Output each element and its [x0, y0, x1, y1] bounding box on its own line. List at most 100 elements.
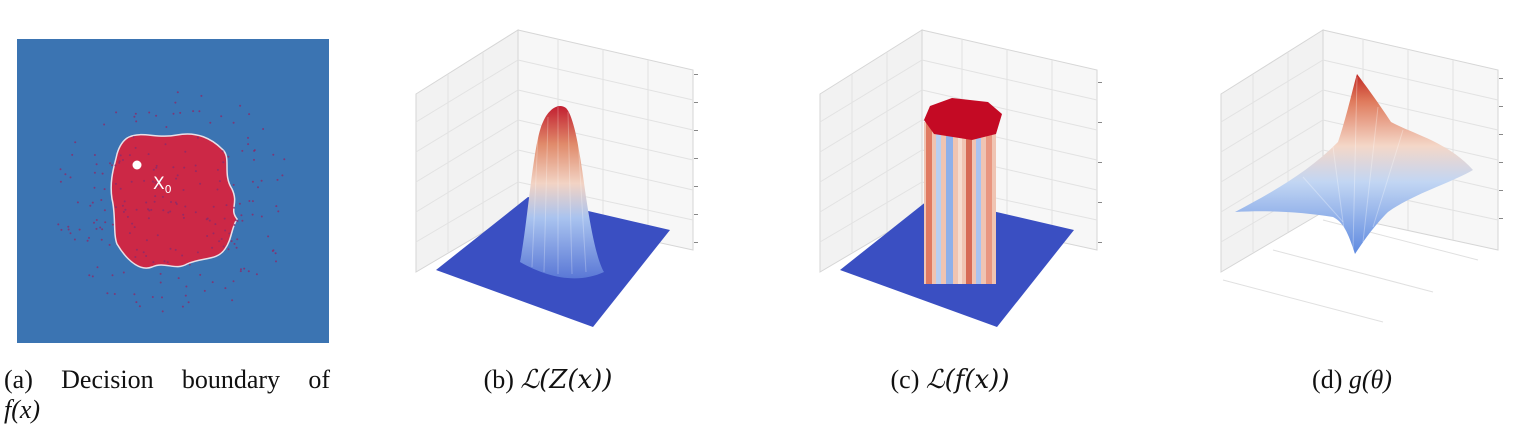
sample-dot: [211, 281, 214, 284]
sample-dot: [99, 226, 102, 229]
sample-dot: [170, 201, 172, 203]
sample-dot: [163, 260, 166, 263]
surface-pillar: [924, 122, 996, 284]
sample-dot: [223, 217, 226, 220]
caption-a-word-1: Decision: [61, 365, 154, 394]
sample-dot: [155, 114, 158, 117]
sample-dot: [93, 221, 95, 224]
sample-dot: [248, 200, 251, 202]
sample-dot: [111, 274, 114, 277]
sample-dot: [272, 153, 275, 156]
sample-dot: [150, 208, 153, 211]
z-axis-ticks: [1499, 78, 1503, 219]
sample-dot: [132, 136, 135, 139]
sample-dot: [187, 301, 190, 304]
surface-top: [924, 98, 1002, 140]
sample-dot: [253, 149, 256, 152]
sample-dot: [224, 229, 227, 232]
caption-d-math: g(θ): [1348, 365, 1392, 394]
sample-dot: [145, 239, 148, 242]
sample-dot: [118, 161, 121, 164]
sample-dot: [182, 213, 185, 216]
caption-a-word-2: boundary: [181, 365, 281, 394]
sample-dot: [71, 153, 74, 156]
sample-dot: [247, 143, 250, 146]
sample-dot: [206, 235, 209, 237]
sample-dot: [225, 204, 228, 207]
sample-dot: [238, 202, 241, 205]
sample-dot: [234, 219, 237, 222]
sample-dot: [236, 220, 239, 222]
sample-dot: [145, 255, 148, 257]
sample-dot: [145, 201, 148, 204]
sample-dot: [126, 215, 129, 218]
sample-dot: [216, 168, 219, 171]
sample-dot: [283, 158, 286, 161]
sample-dot: [221, 150, 224, 153]
sample-dot: [155, 164, 158, 167]
sample-dot: [91, 275, 94, 278]
sample-dot: [188, 263, 191, 266]
sample-dot: [95, 163, 98, 166]
sample-dot: [57, 223, 60, 226]
sample-dot: [113, 293, 116, 295]
sample-dot: [253, 158, 255, 161]
sample-dot: [277, 210, 280, 213]
sample-dot: [276, 178, 279, 181]
surface-sheet: [1235, 74, 1473, 254]
sample-dot: [183, 166, 186, 169]
sample-dot: [59, 180, 62, 183]
sample-dot: [131, 222, 134, 225]
sample-dot: [91, 201, 94, 204]
sample-dot: [133, 115, 136, 118]
sample-dot: [228, 232, 231, 235]
sample-dot: [93, 154, 96, 156]
sample-dot: [233, 206, 235, 209]
sample-dot: [138, 305, 141, 308]
sample-dot: [175, 203, 178, 205]
sample-dot: [267, 235, 270, 238]
sample-dot: [179, 111, 182, 114]
sample-dot: [230, 240, 233, 243]
sample-dot: [218, 180, 221, 183]
sample-dot: [200, 94, 203, 97]
surface-ridges: [1302, 76, 1404, 251]
caption-b-math: ℒ(Z(x)): [520, 365, 613, 395]
sample-dot: [281, 174, 284, 177]
decision-boundary-plot: X0: [17, 39, 329, 343]
panel-a-decision-boundary: X0: [17, 39, 329, 343]
sample-dot: [275, 260, 277, 263]
sample-dot: [111, 164, 113, 167]
sample-dot: [194, 211, 197, 214]
sample-dot: [236, 238, 239, 241]
x0-point: [132, 160, 142, 170]
sample-dot: [93, 186, 96, 189]
sample-dot: [255, 273, 258, 276]
sample-dot: [128, 232, 131, 235]
sample-dot: [123, 200, 126, 203]
sample-dot: [218, 240, 221, 243]
sample-dot: [153, 200, 156, 203]
sample-dot: [194, 164, 197, 167]
sample-dot: [176, 91, 179, 94]
sample-dot: [257, 186, 259, 189]
sample-dot: [121, 204, 124, 207]
sample-dot: [101, 228, 104, 231]
sample-dots: [57, 91, 286, 313]
caption-c-prefix: (c): [890, 365, 920, 394]
sample-dot: [103, 209, 106, 212]
sample-dot: [88, 274, 91, 277]
sample-dot: [239, 270, 242, 273]
sample-dot: [222, 245, 225, 248]
sample-dot: [152, 180, 154, 183]
sample-dot: [109, 162, 111, 165]
z-axis-ticks: [694, 74, 698, 243]
panel-c-surface: [812, 22, 1112, 337]
caption-a-word-3: of: [308, 365, 330, 394]
sample-dot: [169, 210, 172, 213]
sample-dot: [156, 234, 159, 237]
sample-dot: [108, 243, 111, 246]
sample-dot: [104, 221, 107, 224]
inside-region: [110, 133, 238, 269]
surface-ridges: [531, 107, 587, 275]
